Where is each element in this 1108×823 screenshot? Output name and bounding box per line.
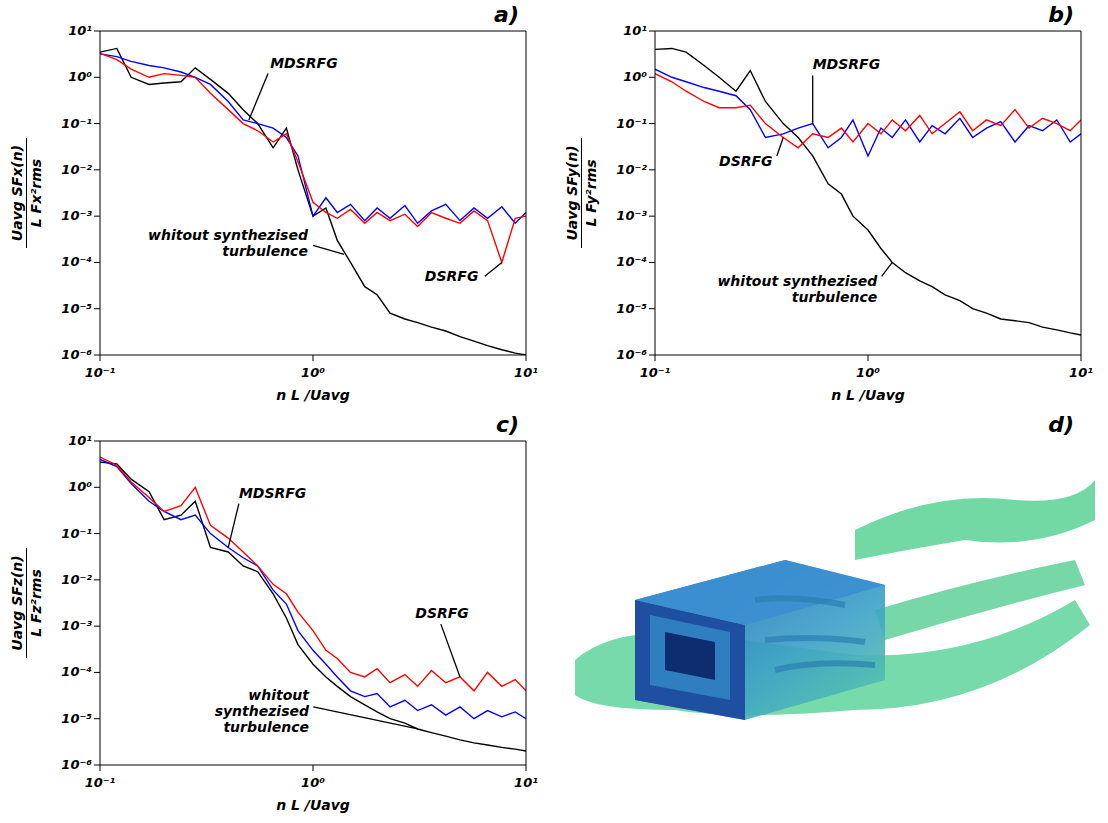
html-text:b): b) — [1048, 2, 1074, 27]
svg-text:10⁻¹: 10⁻¹ — [616, 116, 647, 131]
svg-text:10⁻⁴: 10⁻⁴ — [61, 664, 92, 679]
svg-text:10⁰: 10⁰ — [68, 69, 92, 84]
svg-text:DSRFG: DSRFG — [719, 153, 773, 169]
html-text:d): d) — [1048, 412, 1074, 437]
html-text:Uavg SFx(n): Uavg SFx(n) — [8, 144, 25, 242]
svg-text:10⁻¹: 10⁻¹ — [61, 116, 92, 131]
svg-text:10⁰: 10⁰ — [623, 69, 647, 84]
svg-text:10¹: 10¹ — [68, 433, 92, 448]
html-text:L Fy²rms: L Fy²rms — [582, 159, 599, 227]
svg-text:10⁻¹: 10⁻¹ — [640, 365, 671, 380]
svg-text:10⁻²: 10⁻² — [61, 572, 92, 587]
svg-text:10⁻⁵: 10⁻⁵ — [61, 711, 92, 726]
svg-text:10⁻¹: 10⁻¹ — [85, 365, 116, 380]
svg-text:whitout synthezisedturbulence: whitout synthezisedturbulence — [148, 227, 309, 259]
svg-text:10⁻⁶: 10⁻⁶ — [61, 757, 92, 772]
svg-text:10⁻²: 10⁻² — [61, 162, 92, 177]
html-text:Uavg SFz(n): Uavg SFz(n) — [8, 555, 25, 651]
svg-text:10⁰: 10⁰ — [301, 365, 325, 380]
svg-text:whitout synthezisedturbulence: whitout synthezisedturbulence — [717, 273, 878, 305]
svg-text:DSRFG: DSRFG — [415, 605, 469, 621]
svg-text:10⁻²: 10⁻² — [616, 162, 647, 177]
svg-text:10⁻⁵: 10⁻⁵ — [616, 301, 647, 316]
svg-text:n L /Uavg: n L /Uavg — [831, 387, 905, 403]
svg-text:n L /Uavg: n L /Uavg — [276, 797, 350, 813]
svg-text:10⁻³: 10⁻³ — [616, 208, 647, 223]
html-text:L Fx²rms: L Fx²rms — [27, 158, 44, 228]
svg-text:10¹: 10¹ — [68, 23, 92, 38]
svg-text:10⁰: 10⁰ — [856, 365, 880, 380]
svg-text:n L /Uavg: n L /Uavg — [276, 387, 350, 403]
svg-text:whitoutsynthezisedturbulence: whitoutsynthezisedturbulence — [215, 687, 311, 735]
svg-text:10⁰: 10⁰ — [68, 479, 92, 494]
svg-text:10⁻¹: 10⁻¹ — [61, 526, 92, 541]
svg-text:10¹: 10¹ — [514, 365, 538, 380]
svg-text:10⁻³: 10⁻³ — [61, 208, 92, 223]
svg-text:DSRFG: DSRFG — [425, 268, 479, 284]
html-text:c): c) — [495, 412, 519, 437]
svg-text:10⁻⁶: 10⁻⁶ — [61, 347, 92, 362]
svg-text:MDSRFG: MDSRFG — [270, 55, 337, 71]
html-text:L Fz²rms: L Fz²rms — [27, 569, 44, 637]
svg-text:MDSRFG: MDSRFG — [239, 485, 306, 501]
svg-text:10¹: 10¹ — [1069, 365, 1093, 380]
svg-text:10¹: 10¹ — [514, 775, 538, 790]
html-text:Uavg SFy(n): Uavg SFy(n) — [563, 145, 580, 241]
html-text:a): a) — [494, 2, 519, 27]
svg-text:10⁻⁵: 10⁻⁵ — [61, 301, 92, 316]
svg-text:10⁰: 10⁰ — [301, 775, 325, 790]
svg-text:MDSRFG: MDSRFG — [813, 56, 880, 72]
svg-text:10⁻⁶: 10⁻⁶ — [616, 347, 647, 362]
svg-text:10¹: 10¹ — [623, 23, 647, 38]
svg-text:10⁻⁴: 10⁻⁴ — [616, 254, 647, 269]
svg-text:10⁻¹: 10⁻¹ — [85, 775, 116, 790]
svg-text:10⁻³: 10⁻³ — [61, 618, 92, 633]
svg-text:10⁻⁴: 10⁻⁴ — [61, 254, 92, 269]
